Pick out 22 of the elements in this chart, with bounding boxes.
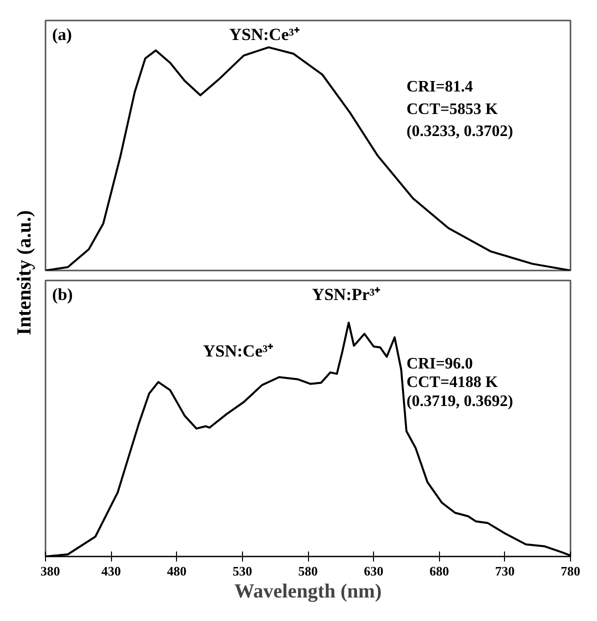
text: (a) (52, 24, 72, 44)
x-tick-label: 580 (298, 564, 318, 578)
x-tick-label: 730 (495, 564, 515, 578)
x-tick-label: 780 (560, 564, 580, 578)
x-axis-title: Wavelength (nm) (234, 580, 382, 602)
text: YSN:Pr³⁺ (312, 285, 381, 304)
annotation: CRI=96.0 (406, 355, 473, 372)
x-tick-label: 380 (40, 564, 60, 578)
text: YSN:Ce³⁺ (229, 24, 300, 44)
annotation: CCT=4188 K (406, 374, 498, 392)
x-tick-label: 680 (430, 564, 449, 578)
y-axis-title: Intensity (a.u.) (14, 210, 36, 336)
annotation: CRI=81.4 (406, 78, 473, 96)
x-tick-label: 630 (364, 564, 384, 578)
annotation: (0.3233, 0.3702) (406, 123, 514, 140)
x-tick-label: 430 (101, 564, 121, 578)
text: (b) (52, 285, 73, 304)
x-tick-label: 530 (232, 564, 252, 578)
x-tick-label: 480 (167, 564, 186, 578)
annotation: YSN:Ce³⁺ (203, 341, 274, 360)
annotation: (0.3719, 0.3692) (406, 392, 514, 410)
annotation: CCT=5853 K (406, 100, 498, 118)
